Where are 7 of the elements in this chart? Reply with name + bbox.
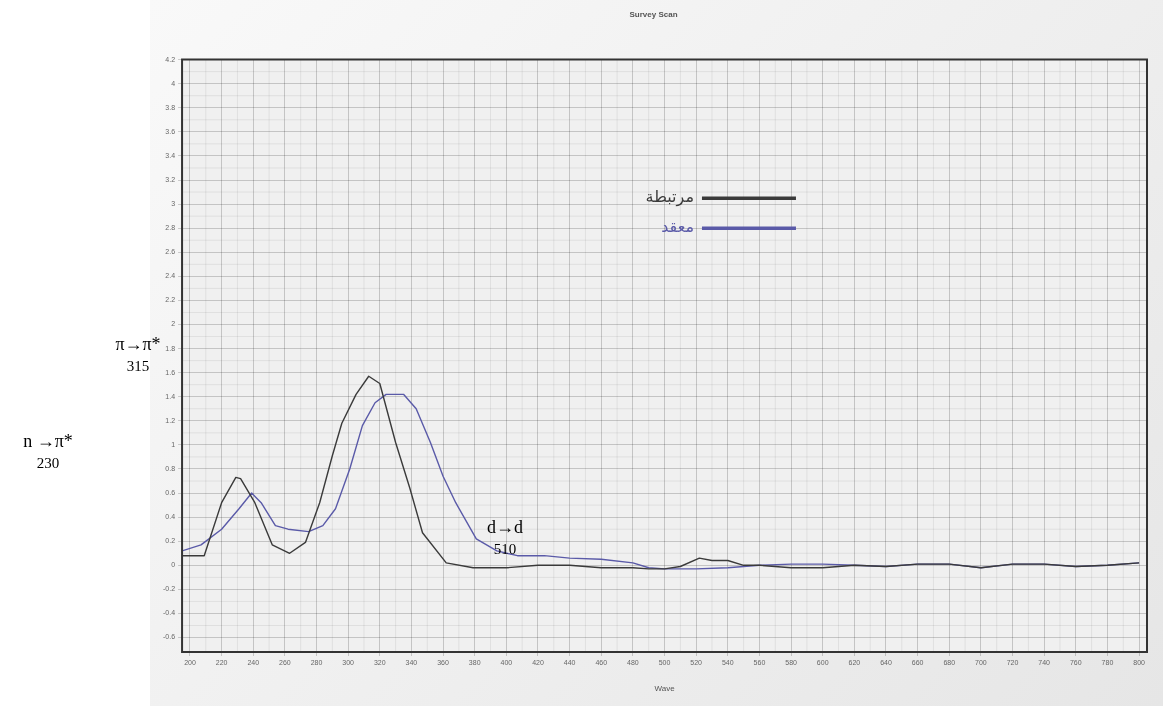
text: مرتبطة	[645, 187, 694, 208]
text: π→π* 315	[115, 334, 161, 374]
annotation: d→d 510	[486, 516, 524, 559]
text: معقد	[661, 217, 694, 237]
chart-title: Survey Scan	[629, 10, 678, 19]
text: n →π* 230	[22, 430, 74, 473]
x-axis-title: Wave	[654, 684, 676, 694]
